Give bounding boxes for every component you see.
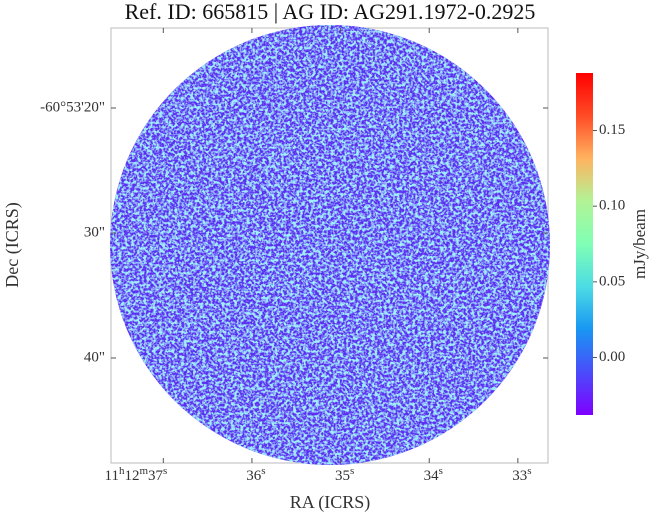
colorbar-tick-label: 0.10 — [599, 198, 625, 214]
y-tick-label: -60°53'20" — [40, 99, 105, 115]
colorbar-tick-label: 0.05 — [599, 273, 625, 289]
y-tick-label: 30" — [84, 224, 105, 240]
chart-title: Ref. ID: 665815 | AG ID: AG291.1972-0.29… — [125, 0, 536, 24]
x-tick-label: 11h12m37s — [105, 465, 168, 485]
colorbar — [576, 73, 593, 415]
x-axis-label: RA (ICRS) — [290, 492, 371, 513]
colorbar-label: mJy/beam — [630, 209, 649, 279]
x-tick-label: 36s — [246, 465, 265, 485]
y-tick-label: 40" — [84, 349, 105, 365]
image-texture — [110, 25, 550, 465]
x-tick-label: 34s — [424, 465, 443, 485]
colorbar-tick-label: 0.15 — [599, 122, 625, 138]
x-tick-label: 33s — [512, 465, 531, 485]
colorbar-tick-label: 0.00 — [599, 349, 625, 365]
y-axis-label: Dec (ICRS) — [2, 202, 23, 287]
x-tick-label: 35s — [335, 465, 354, 485]
